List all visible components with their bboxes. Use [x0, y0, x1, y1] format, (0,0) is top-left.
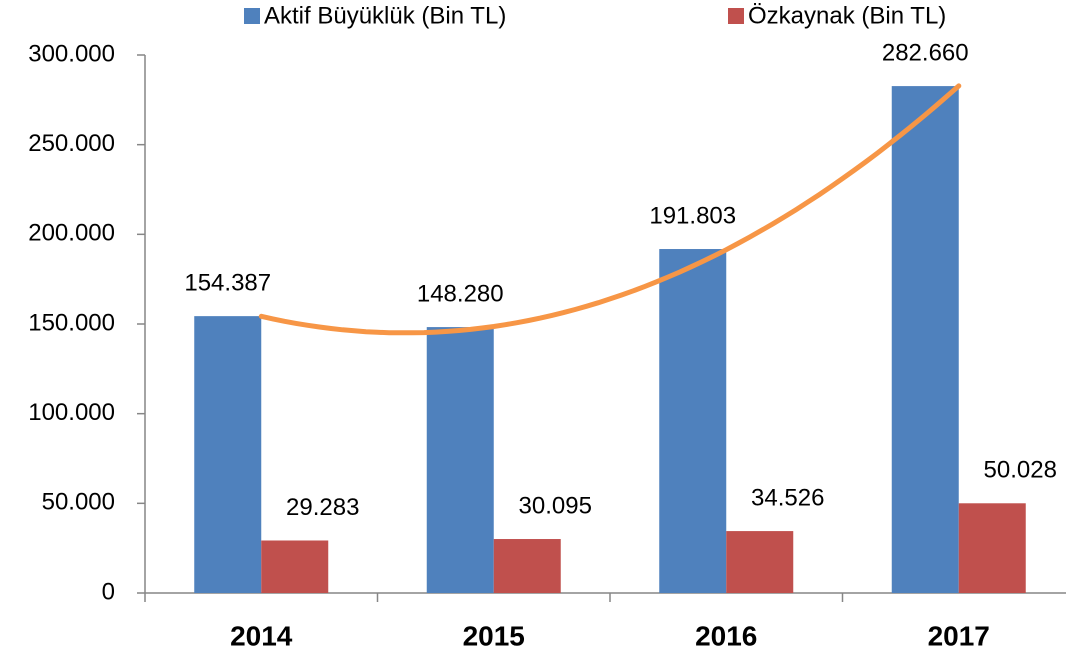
value-label: 29.283: [286, 494, 359, 521]
bar: [726, 531, 794, 593]
bar: [958, 503, 1026, 593]
value-label: 34.526: [751, 484, 824, 511]
bar: [891, 86, 959, 593]
value-label: 154.387: [184, 269, 271, 296]
bar: [659, 249, 727, 594]
trendline: [258, 83, 962, 336]
y-tick-label: 100.000: [28, 399, 115, 426]
bar: [261, 540, 329, 593]
x-tick-label: 2015: [463, 620, 525, 651]
x-tick-label: 2016: [695, 620, 757, 651]
bar: [493, 539, 561, 593]
value-label: 282.660: [882, 39, 969, 66]
bar: [426, 327, 494, 593]
legend-label: Özkaynak (Bin TL): [748, 2, 946, 29]
y-tick-label: 150.000: [28, 309, 115, 336]
value-label: 50.028: [984, 457, 1057, 484]
value-label: 148.280: [417, 280, 504, 307]
y-tick-label: 0: [102, 578, 115, 605]
y-tick-label: 300.000: [28, 40, 115, 67]
y-tick-label: 50.000: [42, 489, 115, 516]
y-tick-label: 200.000: [28, 220, 115, 247]
legend-swatch: [728, 8, 744, 24]
legend-swatch: [244, 8, 260, 24]
x-tick-label: 2014: [230, 620, 293, 651]
bar: [194, 316, 262, 593]
value-label: 191.803: [649, 202, 736, 229]
y-tick-label: 250.000: [28, 130, 115, 157]
legend-label: Aktif Büyüklük (Bin TL): [264, 2, 506, 29]
x-tick-label: 2017: [928, 620, 990, 651]
value-label: 30.095: [519, 492, 592, 519]
